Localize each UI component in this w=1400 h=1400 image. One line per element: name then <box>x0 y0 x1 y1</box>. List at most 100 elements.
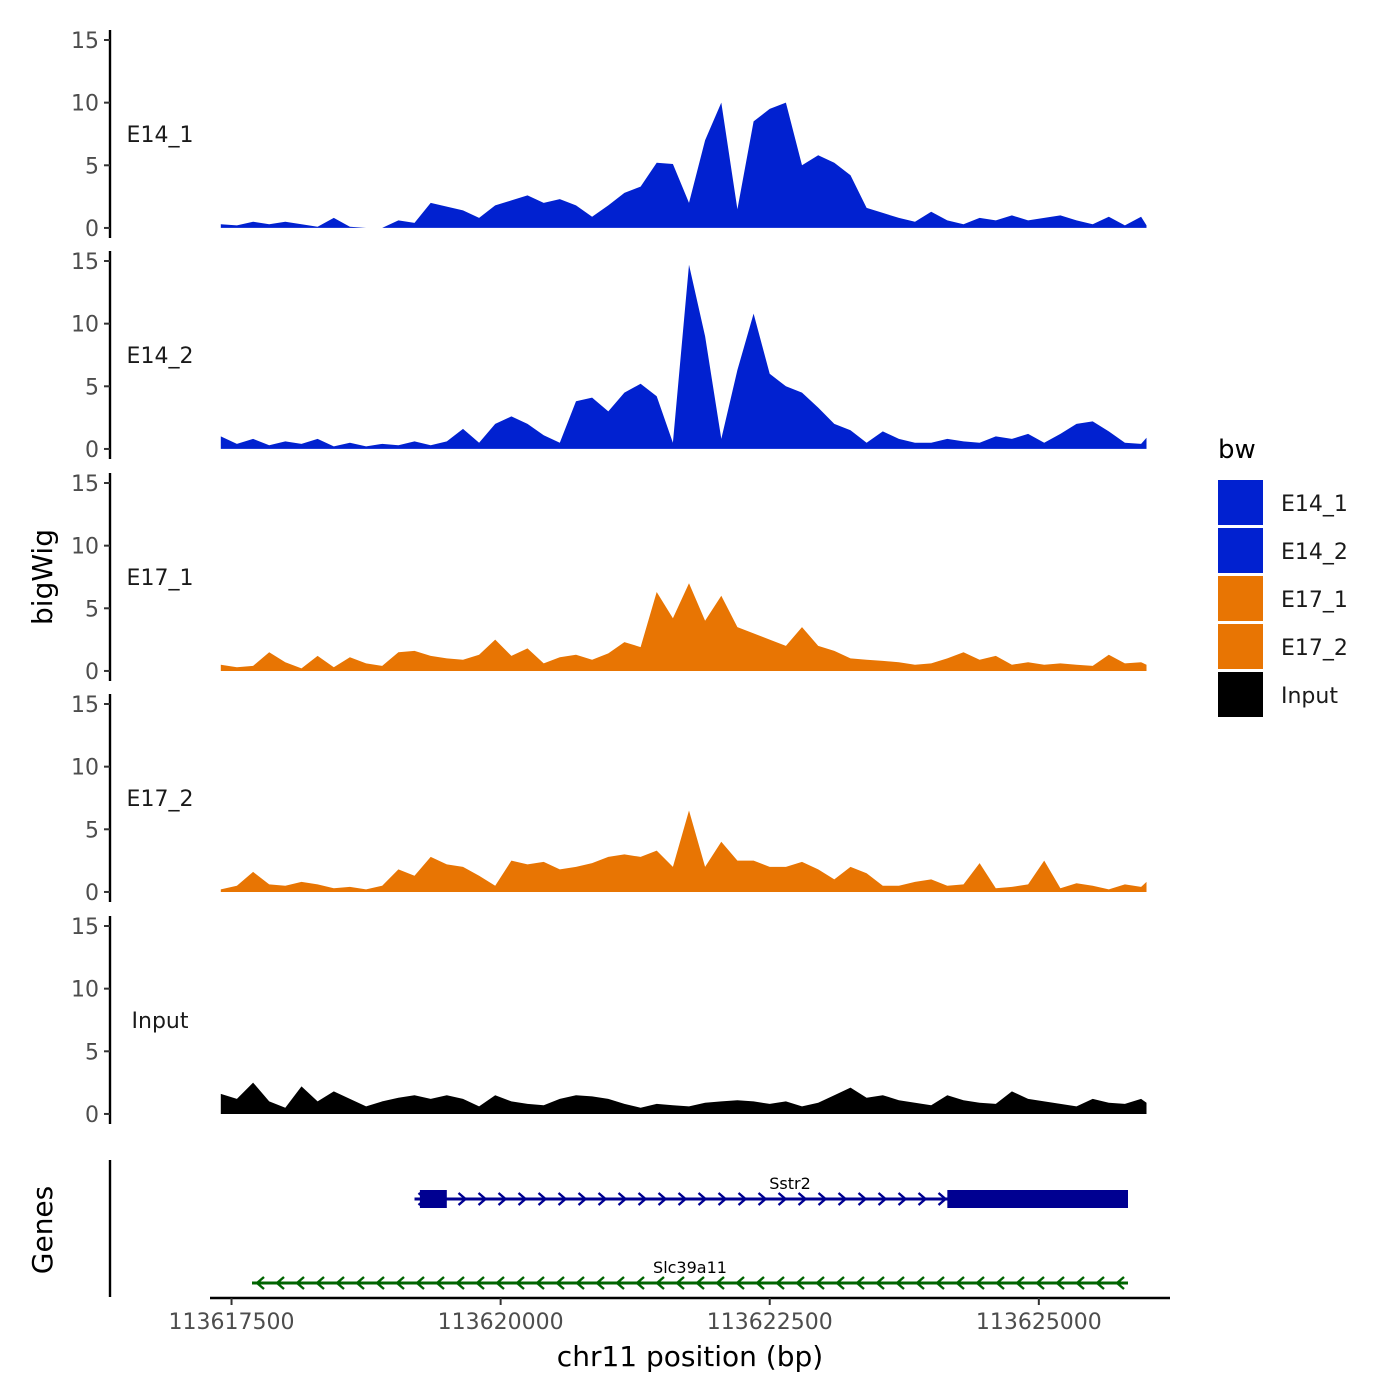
panel-Input: 0 5 10 15 Input <box>71 915 1147 1128</box>
x-tick-label: 113622500 <box>707 1310 833 1335</box>
strand-chevron <box>555 1276 565 1290</box>
legend-label-E17_1: E17_1 <box>1281 588 1348 613</box>
panel-label-Input: Input <box>132 1009 189 1034</box>
strand-chevron <box>975 1276 985 1290</box>
strand-chevron <box>255 1276 265 1290</box>
strand-chevron <box>895 1276 905 1290</box>
legend-swatch-Input <box>1218 672 1263 717</box>
strand-chevron <box>1115 1276 1125 1290</box>
strand-chevron <box>335 1276 345 1290</box>
gene-exon <box>419 1190 447 1208</box>
strand-chevron <box>395 1276 405 1290</box>
coverage-area-E17_1 <box>220 583 1147 671</box>
legend-label-Input: Input <box>1281 684 1338 709</box>
x-tick-label: 113617500 <box>169 1310 295 1335</box>
gene-track-title: Genes <box>26 1186 59 1274</box>
strand-chevron <box>1015 1276 1025 1290</box>
strand-chevron <box>497 1192 508 1206</box>
strand-chevron <box>1075 1276 1085 1290</box>
strand-chevron <box>995 1276 1005 1290</box>
legend: bw E14_1 E14_2 E17_1 E17_2 Input <box>1218 435 1348 717</box>
legend-swatch-E17_1 <box>1218 576 1263 621</box>
strand-chevron <box>917 1192 928 1206</box>
strand-chevron <box>855 1276 865 1290</box>
gene-Slc39a11: Slc39a11 <box>252 1258 1128 1290</box>
strand-chevron <box>1055 1276 1065 1290</box>
strand-chevron <box>657 1192 668 1206</box>
gene-label-Slc39a11: Slc39a11 <box>653 1258 727 1277</box>
y-tick-label: 15 <box>71 915 99 940</box>
y-tick-label: 0 <box>85 660 99 685</box>
strand-chevron <box>477 1192 488 1206</box>
x-tick-label: 113620000 <box>438 1310 564 1335</box>
strand-chevron <box>697 1192 708 1206</box>
y-tick-label: 10 <box>71 313 99 338</box>
strand-chevron <box>737 1192 748 1206</box>
y-tick-label: 0 <box>85 438 99 463</box>
legend-label-E14_2: E14_2 <box>1281 540 1348 565</box>
strand-chevron <box>1095 1276 1105 1290</box>
panel-E17_2: 0 5 10 15 E17_2 <box>71 693 1147 906</box>
strand-chevron <box>695 1276 705 1290</box>
strand-chevron <box>517 1192 528 1206</box>
gene-Sstr2: Sstr2 <box>414 1174 1128 1208</box>
strand-chevron <box>615 1276 625 1290</box>
strand-chevron <box>515 1276 525 1290</box>
gene-label-Sstr2: Sstr2 <box>769 1174 811 1193</box>
coverage-panels: 0 5 10 15 E14_1 0 5 10 15 E14_2 0 5 10 15 E17_1 0 5 10 15 E… <box>71 29 1147 1128</box>
strand-chevron <box>635 1276 645 1290</box>
y-tick-label: 5 <box>85 597 99 622</box>
y-tick-label: 5 <box>85 1040 99 1065</box>
strand-chevron <box>755 1276 765 1290</box>
y-tick-label: 15 <box>71 29 99 54</box>
strand-chevron <box>777 1192 788 1206</box>
y-tick-label: 5 <box>85 818 99 843</box>
strand-chevron <box>875 1276 885 1290</box>
panel-E14_2: 0 5 10 15 E14_2 <box>71 250 1147 463</box>
coverage-area-E14_2 <box>220 264 1147 449</box>
panel-label-E14_1: E14_1 <box>127 123 194 148</box>
strand-chevron <box>315 1276 325 1290</box>
strand-chevron <box>295 1276 305 1290</box>
y-tick-label: 10 <box>71 756 99 781</box>
strand-chevron <box>355 1276 365 1290</box>
strand-chevron <box>795 1276 805 1290</box>
strand-chevron <box>675 1276 685 1290</box>
y-tick-label: 10 <box>71 535 99 560</box>
y-tick-label: 0 <box>85 881 99 906</box>
y-tick-label: 15 <box>71 250 99 275</box>
strand-chevron <box>757 1192 768 1206</box>
strand-chevron <box>495 1276 505 1290</box>
strand-chevron <box>837 1192 848 1206</box>
x-tick-label: 113625000 <box>976 1310 1102 1335</box>
strand-chevron <box>617 1192 628 1206</box>
strand-chevron <box>535 1276 545 1290</box>
legend-swatch-E17_2 <box>1218 624 1263 669</box>
x-axis: 113617500 113620000 113622500 113625000 <box>169 1296 1170 1335</box>
legend-swatch-E14_2 <box>1218 528 1263 573</box>
x-axis-title: chr11 position (bp) <box>557 1340 823 1373</box>
legend-label-E14_1: E14_1 <box>1281 492 1348 517</box>
legend-label-E17_2: E17_2 <box>1281 636 1348 661</box>
y-tick-label: 10 <box>71 978 99 1003</box>
strand-chevron <box>1035 1276 1045 1290</box>
strand-chevron <box>955 1276 965 1290</box>
strand-chevron <box>375 1276 385 1290</box>
strand-chevron <box>577 1192 588 1206</box>
strand-chevron <box>835 1276 845 1290</box>
strand-chevron <box>937 1192 948 1206</box>
coverage-area-E17_2 <box>220 810 1147 892</box>
y-tick-label: 0 <box>85 1103 99 1128</box>
gene-track: Sstr2 Slc39a11 <box>108 1160 1128 1297</box>
strand-chevron <box>457 1192 468 1206</box>
y-tick-label: 0 <box>85 217 99 242</box>
y-axis-title: bigWig <box>26 529 59 625</box>
strand-chevron <box>775 1276 785 1290</box>
legend-swatch-E14_1 <box>1218 480 1263 525</box>
strand-chevron <box>537 1192 548 1206</box>
panel-label-E17_1: E17_1 <box>127 566 194 591</box>
strand-chevron <box>575 1276 585 1290</box>
strand-chevron <box>475 1276 485 1290</box>
strand-chevron <box>817 1192 828 1206</box>
